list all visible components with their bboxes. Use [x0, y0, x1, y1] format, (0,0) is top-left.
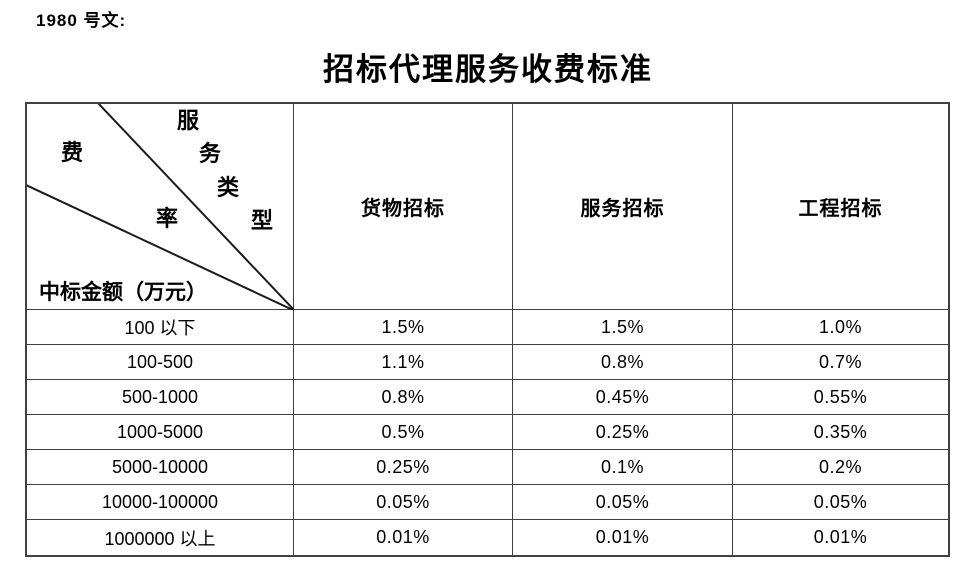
page-title: 招标代理服务收费标准: [323, 52, 653, 87]
corner-fee-char-1: 费: [61, 140, 84, 165]
row-range: 5000-10000: [27, 450, 294, 485]
rate-goods: 1.1%: [294, 345, 513, 380]
rate-engineering: 0.05%: [733, 485, 948, 520]
rate-service: 0.1%: [513, 450, 733, 485]
rate-engineering: 0.01%: [813, 527, 868, 547]
rate-service: 0.05%: [513, 485, 733, 520]
rate-service: 0.01%: [513, 520, 733, 555]
column-header-engineering: 工程招标: [733, 104, 948, 310]
rate-engineering: 0.55%: [733, 380, 948, 415]
column-header-service: 服务招标: [513, 104, 733, 310]
row-range: 500-1000: [27, 380, 294, 415]
row-range: 1000-5000: [27, 415, 294, 450]
rate-goods: 0.8%: [294, 380, 513, 415]
doc-ref: 1980 号文:: [36, 11, 127, 30]
rate-goods: 1.5%: [294, 310, 513, 345]
corner-type-char-2: 务: [199, 141, 222, 166]
rate-service: 0.45%: [513, 380, 733, 415]
rate-goods: 0.5%: [294, 415, 513, 450]
fee-table: 服 务 类 型 费 率 中标金额（万元） 货物招标 服务招标 工程招标 100 …: [25, 102, 950, 557]
row-range: 10000-100000: [27, 485, 294, 520]
rate-service: 0.25%: [513, 415, 733, 450]
rate-goods: 0.25%: [294, 450, 513, 485]
rate-engineering: 1.0%: [733, 310, 948, 345]
table-corner-cell: 服 务 类 型 费 率 中标金额（万元）: [27, 104, 294, 310]
row-range: 100-500: [27, 345, 294, 380]
column-header-goods: 货物招标: [294, 104, 513, 310]
rate-service: 0.8%: [513, 345, 733, 380]
corner-type-char-4: 型: [251, 208, 274, 233]
rate-goods: 0.05%: [294, 485, 513, 520]
corner-type-char-1: 服: [177, 108, 200, 133]
rate-service: 1.5%: [513, 310, 733, 345]
rate-engineering: 0.2%: [733, 450, 948, 485]
row-range: 100 以下: [27, 310, 294, 345]
row-range: 1000000 以上: [27, 520, 294, 555]
rate-engineering: 0.7%: [733, 345, 948, 380]
corner-fee-char-2: 率: [156, 206, 179, 231]
rate-engineering: 0.35%: [733, 415, 948, 450]
corner-type-char-3: 类: [217, 175, 240, 200]
corner-amount-label: 中标金额（万元）: [39, 280, 207, 304]
diagonal-split-lines: [27, 104, 294, 310]
rate-goods: 0.01%: [294, 520, 513, 555]
